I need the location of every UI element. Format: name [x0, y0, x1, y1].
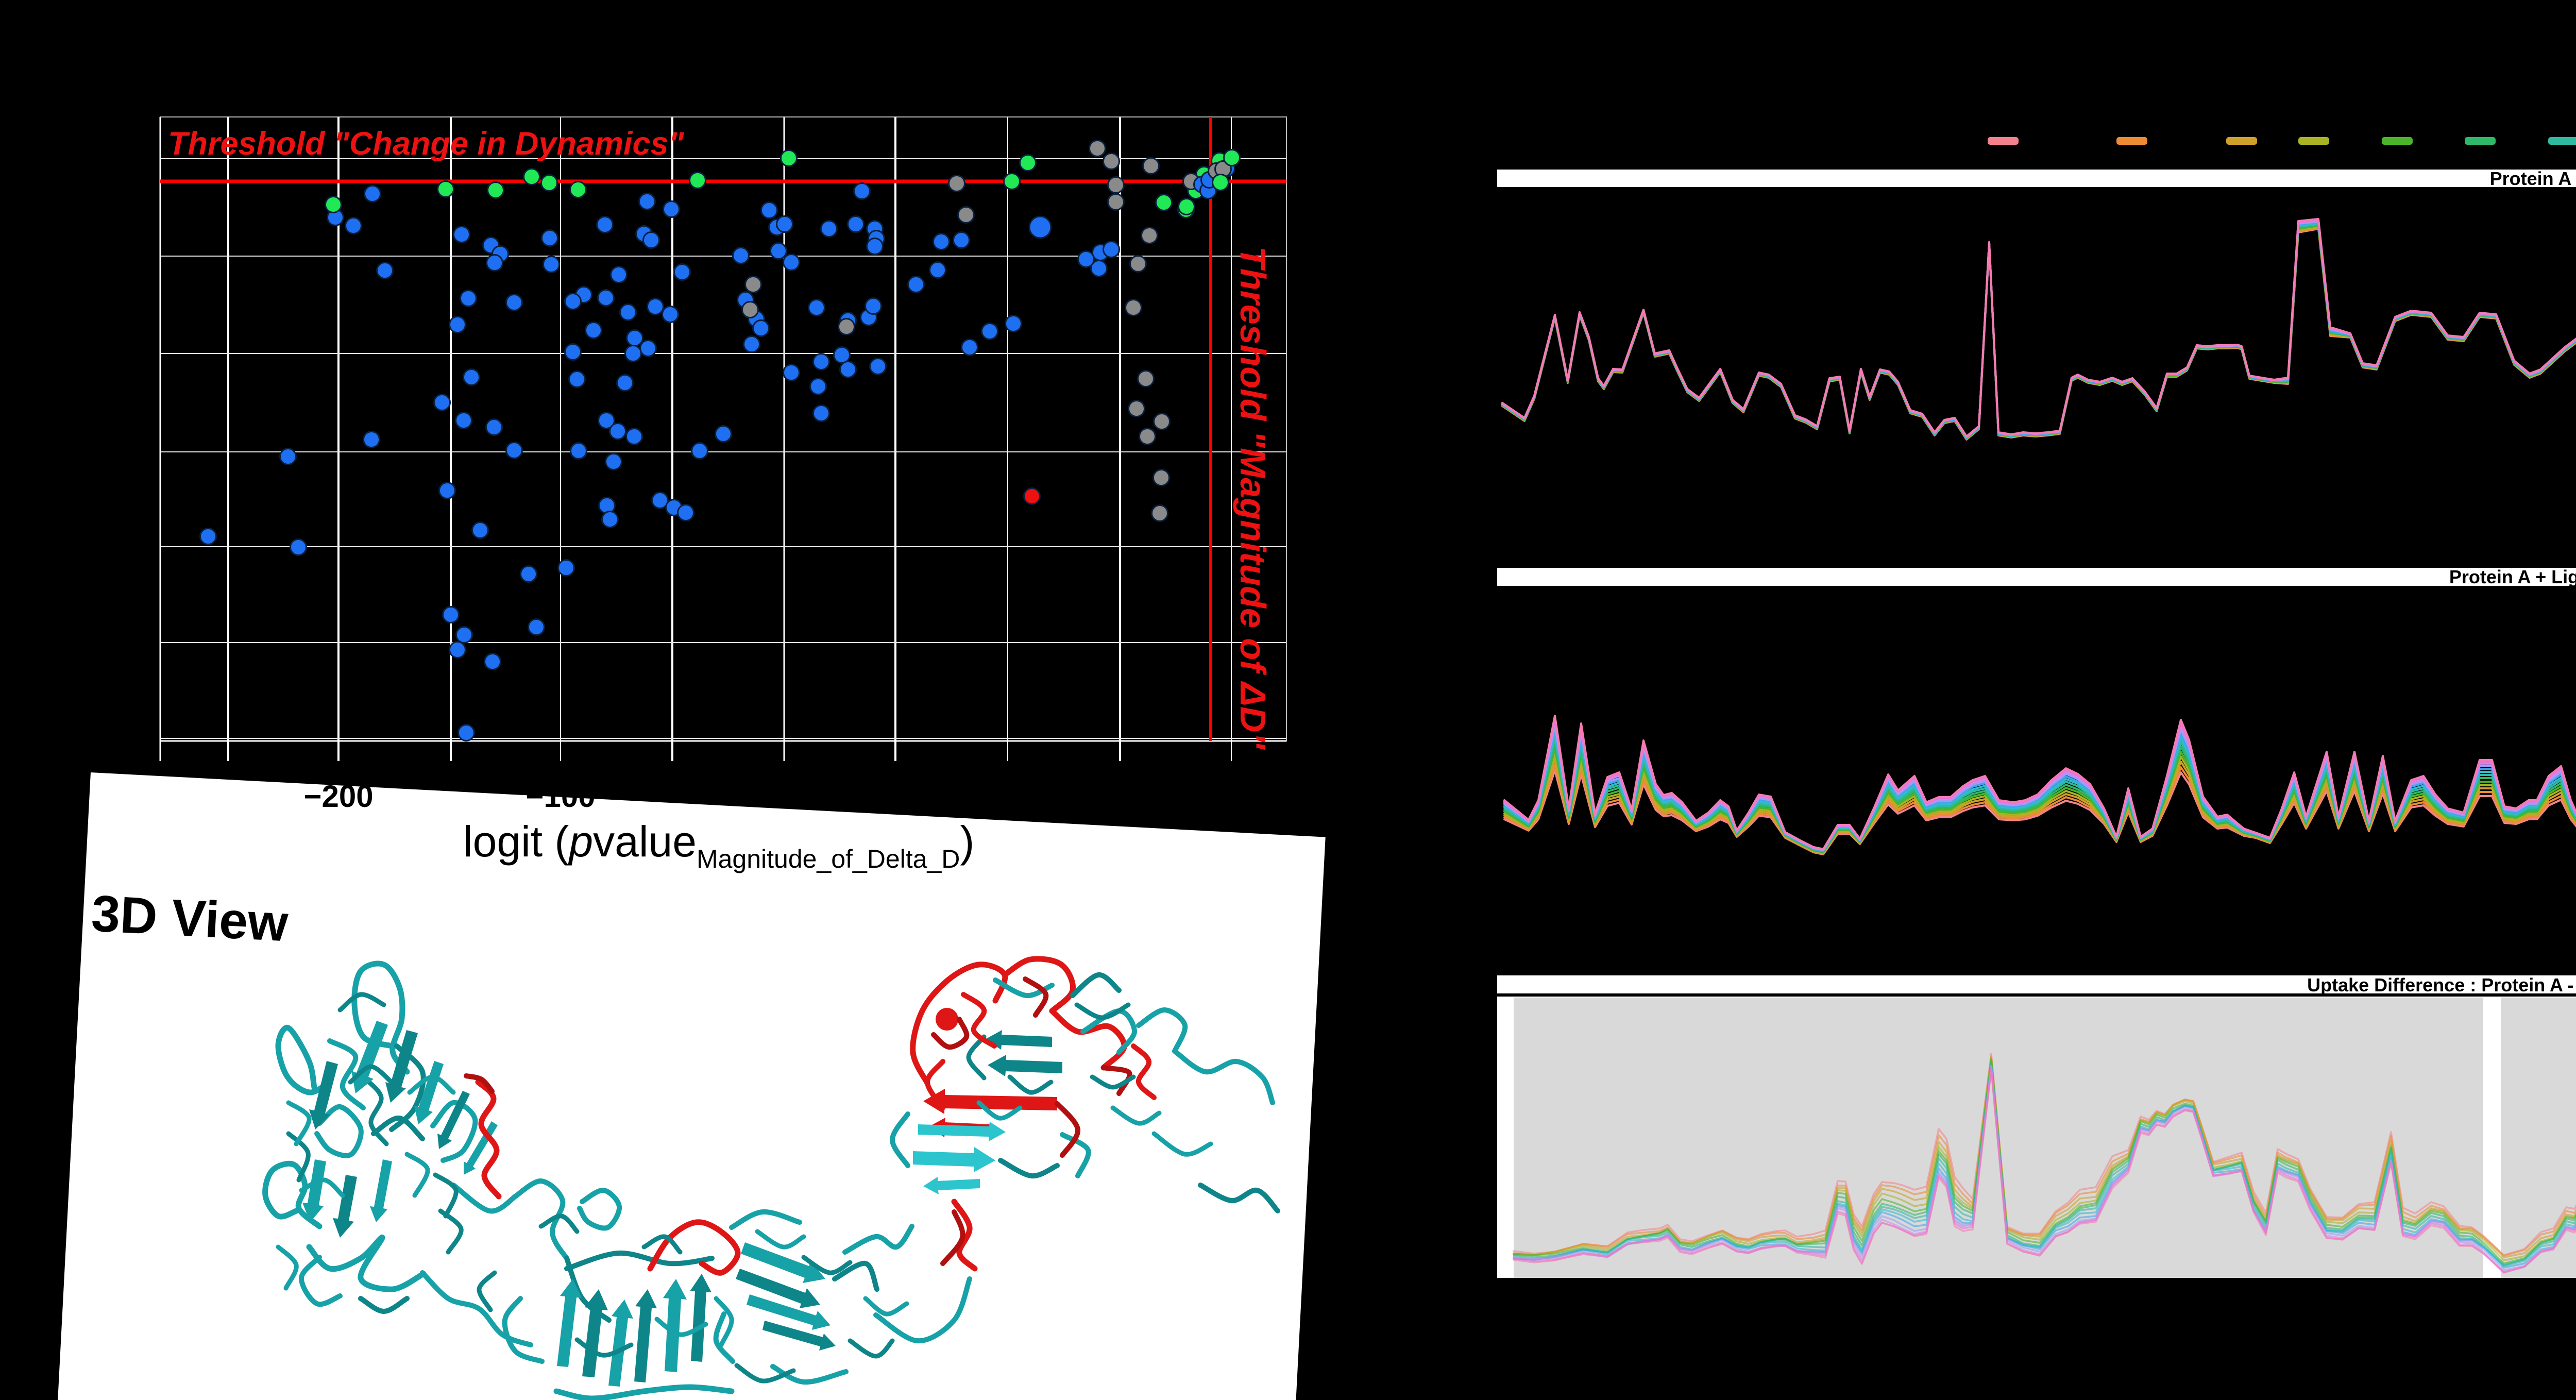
svg-text:Threshold "Change in Dynamics": Threshold "Change in Dynamics" — [168, 126, 685, 162]
svg-text:Protein A: Protein A — [2490, 168, 2572, 189]
svg-text:Uptake Difference : Protein A: Uptake Difference : Protein A - (Protein… — [2307, 974, 2576, 996]
svg-text:Threshold "Magnitude of ΔD": Threshold "Magnitude of ΔD" — [1233, 246, 1273, 750]
svg-text:Protein A + Ligand: Protein A + Ligand — [2449, 566, 2576, 587]
svg-text:0: 0 — [775, 779, 792, 814]
svg-text:−200: −200 — [303, 779, 373, 814]
svg-text:3D View: 3D View — [90, 885, 290, 953]
svg-text:−100: −100 — [526, 779, 595, 814]
